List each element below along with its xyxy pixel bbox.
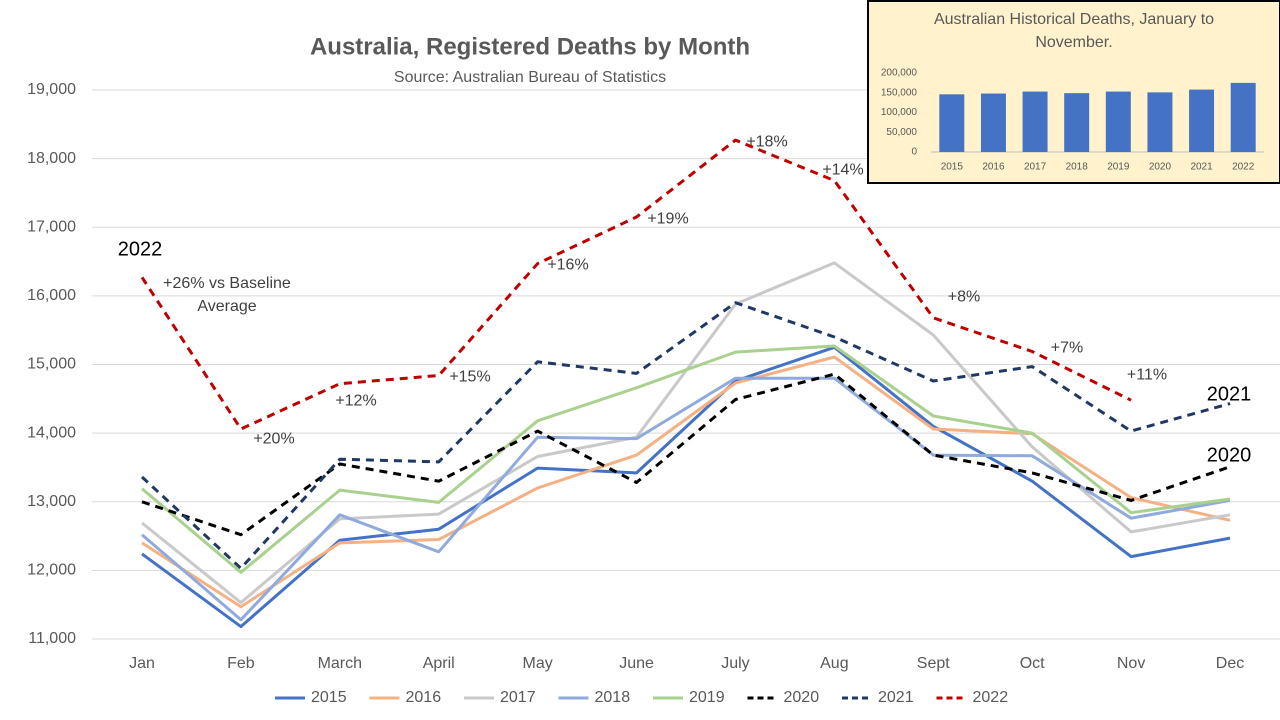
- bar: [1230, 82, 1256, 152]
- x-tick-label: Sept: [917, 655, 950, 672]
- annotation: +8%: [947, 288, 981, 306]
- series-end-label: 2022: [118, 238, 163, 260]
- y-tick-label: 100,000: [881, 107, 918, 118]
- bar: [939, 94, 965, 152]
- x-tick-label: 2018: [1066, 162, 1089, 173]
- x-tick-label: 2019: [1107, 162, 1130, 173]
- x-tick-label: May: [523, 655, 553, 672]
- x-tick-label: 2022: [1232, 162, 1255, 173]
- inset-title: Australian Historical Deaths, January to…: [933, 11, 1215, 51]
- x-tick-label: 2020: [1149, 162, 1172, 173]
- y-tick-label: 50,000: [886, 127, 917, 138]
- bar: [1022, 91, 1048, 152]
- x-tick-label: 2021: [1190, 162, 1213, 173]
- bar: [1189, 89, 1215, 152]
- y-tick-label: 19,000: [27, 81, 76, 98]
- y-tick-label: 0: [911, 147, 917, 158]
- y-tick-label: 13,000: [27, 493, 76, 510]
- x-tick-label: June: [619, 655, 654, 672]
- legend-label: 2021: [878, 689, 914, 706]
- y-tick-label: 14,000: [27, 424, 76, 441]
- series-line: [141, 344, 1231, 574]
- inset-chart-box: Australian Historical Deaths, January to…: [867, 0, 1280, 184]
- bar: [980, 93, 1006, 152]
- series-line: [141, 372, 1231, 537]
- legend-label: 2020: [784, 689, 820, 706]
- annotation: +19%: [647, 210, 689, 228]
- legend-label: 2022: [973, 689, 1009, 706]
- legend-label: 2016: [406, 689, 442, 706]
- annotation: +18%: [746, 133, 788, 151]
- x-tick-label: April: [423, 655, 455, 672]
- x-tick-label: Nov: [1117, 655, 1145, 672]
- annotation: +12%: [335, 392, 377, 410]
- chart-subtitle: Source: Australian Bureau of Statistics: [394, 69, 666, 86]
- annotation: +7%: [1050, 339, 1084, 357]
- x-tick-label: 2015: [941, 162, 964, 173]
- y-tick-label: 200,000: [881, 68, 918, 79]
- y-tick-label: 16,000: [27, 287, 76, 304]
- x-tick-label: Feb: [227, 655, 255, 672]
- y-tick-label: 15,000: [27, 356, 76, 373]
- series-line: [140, 138, 1132, 431]
- legend-label: 2019: [689, 689, 725, 706]
- x-tick-label: 2017: [1024, 162, 1047, 173]
- bar: [1064, 93, 1090, 152]
- series-line: [141, 355, 1231, 609]
- series-line: [140, 301, 1231, 570]
- annotation: +20%: [253, 430, 295, 448]
- annotation: +16%: [547, 256, 589, 274]
- annotation: +26% vs Baseline Average: [163, 275, 291, 315]
- x-tick-label: Jan: [129, 655, 155, 672]
- series-end-label: 2021: [1207, 383, 1252, 405]
- y-tick-label: 11,000: [28, 630, 76, 647]
- y-tick-label: 17,000: [27, 218, 76, 235]
- x-tick-label: Aug: [820, 655, 848, 672]
- x-tick-label: 2016: [982, 162, 1005, 173]
- bar: [1105, 91, 1131, 152]
- annotation: +11%: [1126, 366, 1168, 384]
- series-line: [141, 376, 1231, 622]
- y-tick-label: 12,000: [27, 562, 76, 579]
- legend-label: 2018: [595, 689, 631, 706]
- x-tick-label: Oct: [1020, 655, 1045, 672]
- legend-label: 2017: [500, 689, 536, 706]
- bar: [1147, 92, 1173, 152]
- annotation: +14%: [822, 161, 864, 179]
- series-end-label: 2020: [1207, 444, 1252, 466]
- chart-title: Australia, Registered Deaths by Month: [310, 33, 750, 60]
- y-tick-label: 150,000: [881, 87, 918, 98]
- bar-chart: Australian Historical Deaths, January to…: [881, 11, 1264, 173]
- x-tick-label: July: [721, 655, 749, 672]
- legend-label: 2015: [311, 689, 347, 706]
- x-tick-label: Dec: [1216, 655, 1244, 672]
- annotation: +15%: [449, 368, 491, 386]
- inset-title-box: Australian Historical Deaths, January to…: [933, 11, 1215, 51]
- y-tick-label: 18,000: [27, 150, 76, 167]
- x-tick-label: March: [318, 655, 362, 672]
